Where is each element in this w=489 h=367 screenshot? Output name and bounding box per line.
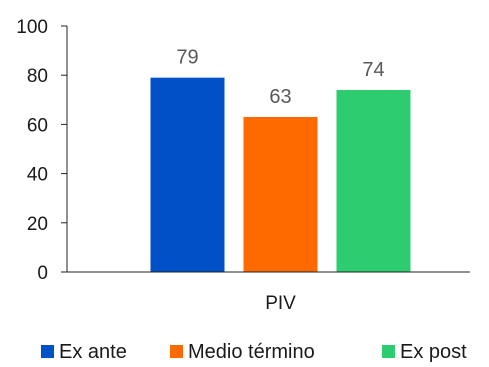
legend-swatch — [170, 345, 183, 358]
bars — [150, 77, 411, 273]
y-tick-label: 0 — [37, 263, 48, 284]
legend-swatch — [41, 345, 54, 358]
legend-label: Ex post — [400, 341, 467, 363]
legend-label: Medio término — [188, 341, 315, 363]
x-axis: PIV — [67, 271, 470, 314]
bar-medio-t-rmino — [243, 117, 318, 273]
data-label: 79 — [176, 47, 198, 69]
x-category-label: PIV — [265, 293, 296, 314]
data-label: 74 — [362, 59, 384, 81]
legend: Ex ante Medio término Ex post — [41, 341, 467, 363]
bar-ex-ante — [150, 77, 225, 272]
legend-label: Ex ante — [59, 341, 127, 363]
y-axis: 0 20 40 60 80 100 — [16, 17, 68, 284]
y-tick-label: 100 — [16, 17, 48, 38]
data-labels: 79 63 74 — [176, 47, 384, 108]
y-tick-label: 60 — [27, 115, 48, 136]
y-tick-label: 40 — [27, 165, 48, 186]
y-tick-label: 80 — [27, 66, 48, 87]
bar-ex-post — [336, 89, 411, 273]
y-tick-label: 20 — [27, 214, 48, 235]
data-label: 63 — [269, 86, 291, 108]
legend-swatch — [382, 345, 395, 358]
